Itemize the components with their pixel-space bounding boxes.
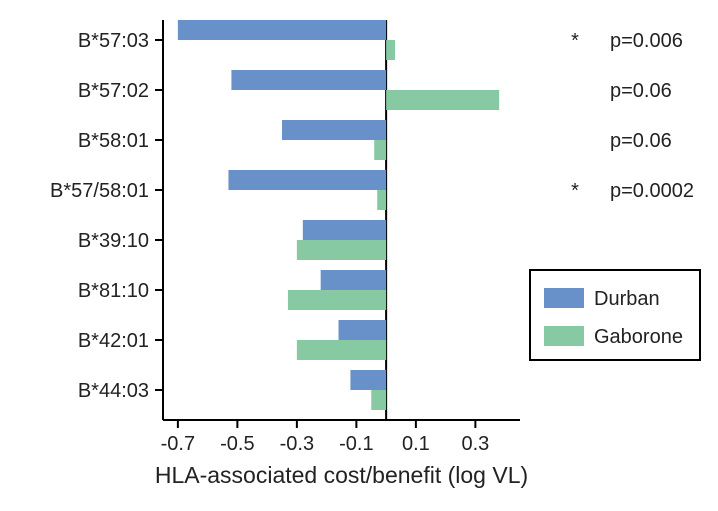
legend-swatch-gaborone <box>544 326 584 346</box>
y-tick-label: B*81:10 <box>78 280 149 302</box>
bar-durban-1 <box>231 70 386 90</box>
bar-durban-5 <box>321 270 386 290</box>
x-tick-label: -0.7 <box>161 433 195 455</box>
x-tick-label: 0.1 <box>402 433 430 455</box>
x-tick-label: -0.1 <box>339 433 373 455</box>
bar-durban-3 <box>228 170 386 190</box>
y-tick-label: B*39:10 <box>78 230 149 252</box>
legend-swatch-durban <box>544 288 584 308</box>
x-tick-label: 0.3 <box>461 433 489 455</box>
pval-text: p=0.06 <box>610 130 672 152</box>
pval-star: * <box>571 180 579 202</box>
x-tick-label: -0.5 <box>220 433 254 455</box>
bar-gaborone-4 <box>297 240 386 260</box>
y-tick-label: B*57:03 <box>78 30 149 52</box>
y-tick-label: B*42:01 <box>78 330 149 352</box>
bar-gaborone-1 <box>386 90 499 110</box>
bar-gaborone-6 <box>297 340 386 360</box>
pval-text: p=0.06 <box>610 80 672 102</box>
bar-durban-7 <box>350 370 386 390</box>
y-tick-label: B*58:01 <box>78 130 149 152</box>
bar-durban-4 <box>303 220 386 240</box>
bar-durban-0 <box>178 20 386 40</box>
pval-text: p=0.006 <box>610 30 683 52</box>
y-tick-label: B*44:03 <box>78 380 149 402</box>
bar-gaborone-5 <box>288 290 386 310</box>
bar-gaborone-0 <box>386 40 395 60</box>
bar-gaborone-3 <box>377 190 386 210</box>
bar-gaborone-7 <box>371 390 386 410</box>
y-tick-label: B*57:02 <box>78 80 149 102</box>
legend-label-durban: Durban <box>594 288 660 310</box>
legend-label-gaborone: Gaborone <box>594 326 683 348</box>
y-tick-label: B*57/58:01 <box>50 180 149 202</box>
bar-gaborone-2 <box>374 140 386 160</box>
pval-star: * <box>571 30 579 52</box>
bar-durban-6 <box>339 320 387 340</box>
pval-text: p=0.0002 <box>610 180 694 202</box>
x-tick-label: -0.3 <box>280 433 314 455</box>
bar-durban-2 <box>282 120 386 140</box>
x-axis-title: HLA-associated cost/benefit (log VL) <box>155 462 528 488</box>
